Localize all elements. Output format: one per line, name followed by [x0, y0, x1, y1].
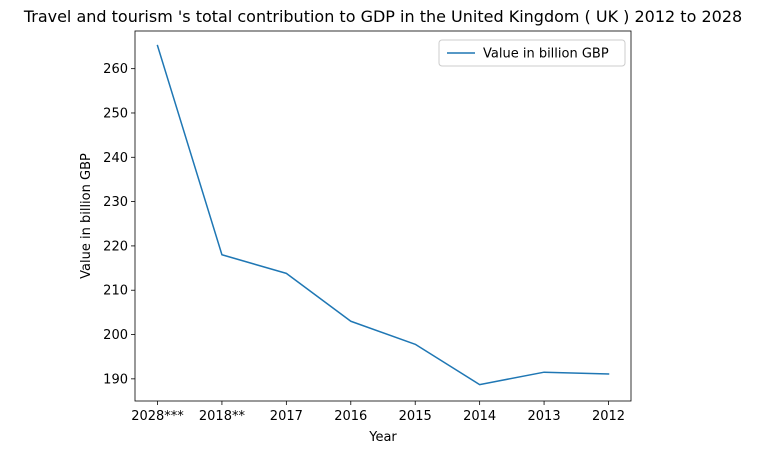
series-line [156, 44, 610, 386]
legend-box [438, 39, 626, 67]
x-tick-label: 2017 [270, 409, 303, 424]
x-tick-label: 2014 [463, 409, 496, 424]
legend-label: Value in billion GBP [483, 47, 609, 62]
x-tick-label: 2012 [592, 409, 625, 424]
x-tick-label: 2016 [334, 409, 367, 424]
x-tick-label: 2015 [399, 409, 432, 424]
y-tick-label: 210 [103, 284, 128, 299]
plot-area-frame [134, 30, 632, 402]
y-axis-ticks: 190 200 210 220 230 240 250 260 [103, 62, 135, 387]
y-tick-label: 200 [103, 328, 128, 343]
y-tick-label: 250 [103, 106, 128, 121]
y-axis-label: Value in billion GBP [79, 153, 94, 279]
y-tick-label: 220 [103, 239, 128, 254]
y-tick-label: 240 [103, 151, 128, 166]
y-tick-label: 230 [103, 195, 128, 210]
x-tick-label: 2018** [199, 409, 246, 424]
chart-title: Travel and tourism 's total contribution… [23, 7, 742, 26]
y-tick-label: 190 [103, 372, 128, 387]
y-tick-label: 260 [103, 62, 128, 77]
legend: Value in billion GBP [438, 39, 626, 67]
x-tick-label: 2013 [528, 409, 561, 424]
x-tick-label: 2028*** [131, 409, 184, 424]
x-axis-label: Year [368, 430, 397, 445]
x-axis-ticks: 2028*** 2018** 2017 2016 2015 2014 2013 2012 [131, 401, 625, 424]
